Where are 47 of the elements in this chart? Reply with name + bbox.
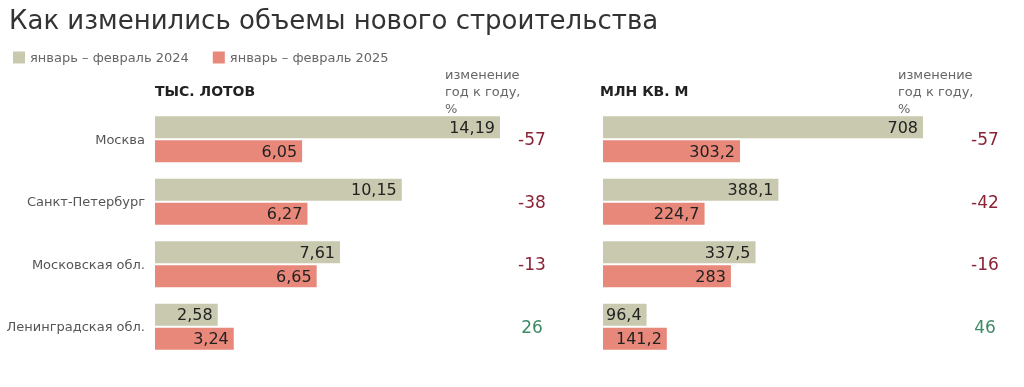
chart-subtitle: МЛН КВ. М (600, 83, 689, 99)
chart-title: Как изменились объемы нового строительства (9, 5, 659, 35)
legend-label: январь – февраль 2024 (30, 50, 189, 65)
bar (155, 241, 341, 264)
data-label: 224,7 (653, 204, 700, 224)
data-label: 141,2 (616, 329, 662, 349)
legend-label: январь – февраль 2025 (229, 50, 389, 65)
bar (155, 116, 500, 139)
data-label: 708 (887, 117, 918, 137)
data-label: 14,19 (449, 117, 495, 137)
bar (155, 140, 303, 163)
text: -16 (971, 254, 999, 275)
y-tick-label: Москва (95, 131, 145, 147)
bar (155, 178, 402, 201)
y-tick-label: Ленинградская обл. (6, 319, 145, 335)
data-label: 303,2 (689, 141, 736, 161)
text: -57 (971, 129, 999, 150)
data-label: 96,4 (605, 305, 642, 325)
data-label: 283 (695, 266, 726, 286)
data-label: 337,5 (704, 242, 751, 262)
data-label: 6,05 (261, 141, 298, 161)
data-label: 6,27 (266, 204, 303, 224)
data-label: 10,15 (350, 180, 397, 200)
text: 46 (974, 316, 996, 337)
annotation: изменение год к году, % (445, 67, 525, 116)
bar (603, 241, 756, 264)
text: -13 (518, 254, 546, 275)
data-label: 2,58 (177, 305, 213, 325)
data-label: 3,24 (193, 329, 229, 349)
y-tick-label: Московская обл. (31, 256, 145, 272)
chart-subtitle: ТЫС. ЛОТОВ (155, 83, 256, 99)
data-label: 6,65 (276, 266, 312, 286)
bar (155, 202, 308, 225)
text: -38 (518, 191, 546, 212)
text: -57 (518, 129, 546, 150)
data-label: 388,1 (727, 180, 774, 200)
annotation: изменение год к году, % (898, 67, 978, 116)
text: -42 (971, 191, 999, 212)
bar (603, 140, 741, 163)
text: 26 (521, 316, 543, 337)
bar (603, 265, 731, 288)
bar (603, 116, 923, 139)
data-label: 7,61 (299, 242, 336, 262)
bar (603, 178, 779, 201)
y-tick-label: Санкт-Петербург (26, 194, 146, 210)
bar (603, 202, 705, 225)
bar (155, 265, 317, 288)
